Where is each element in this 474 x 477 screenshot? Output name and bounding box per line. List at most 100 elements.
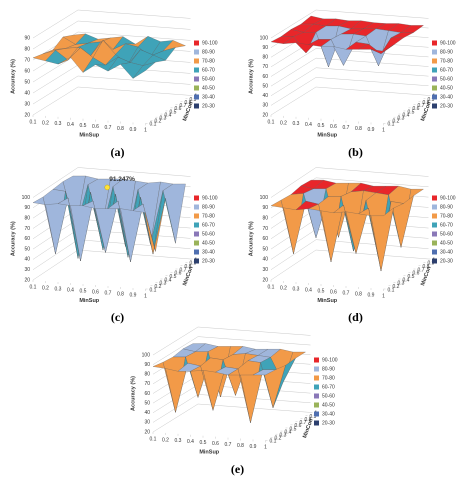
- grid-line: [197, 326, 311, 336]
- depth-tick-label: 0.4: [403, 112, 410, 118]
- legend-label: 90-100: [440, 195, 456, 201]
- x-tick-label: 0.3: [55, 286, 62, 292]
- depth-tick-label: 0.6: [413, 106, 420, 112]
- surface-patch: [370, 44, 394, 54]
- legend-label: 80-90: [440, 49, 453, 55]
- depth-tick-label: 0.6: [413, 271, 420, 277]
- legend-swatch: [314, 375, 319, 381]
- x-tick-label: 0.6: [92, 289, 99, 295]
- legend-label: 60-70: [202, 222, 215, 228]
- legend-swatch: [432, 58, 437, 64]
- y-tick-label: 20: [262, 277, 268, 283]
- legend-label: 60-70: [202, 67, 215, 73]
- legend-swatch: [194, 204, 199, 210]
- x-tick-label: 0.1: [268, 284, 275, 290]
- legend-swatch: [194, 76, 199, 82]
- y-tick-label: 90: [24, 205, 30, 211]
- panel-caption: (d): [348, 310, 363, 324]
- legend-label: 50-60: [440, 76, 453, 82]
- panel-caption: (a): [111, 145, 125, 159]
- legend-label: 70-80: [440, 213, 453, 219]
- grid-line: [77, 249, 191, 260]
- y-tick-label: 40: [262, 93, 268, 99]
- x-tick-label: 0.5: [80, 288, 87, 294]
- depth-tick-label: 0.1: [150, 122, 157, 128]
- x-tick-label: 0.5: [80, 123, 87, 129]
- x-tick-label: 0.2: [280, 120, 287, 126]
- legend-swatch: [314, 402, 319, 408]
- legend-label: 90-100: [202, 195, 218, 201]
- legend-label: 70-80: [322, 375, 335, 381]
- y-tick-label: 70: [24, 226, 30, 232]
- legend-swatch: [432, 94, 437, 100]
- grid-line: [77, 9, 191, 19]
- depth-tick-label: 0.9: [190, 97, 197, 103]
- y-tick-label: 30: [24, 101, 30, 107]
- y-tick-label: 60: [262, 74, 268, 80]
- grid-line: [270, 239, 317, 270]
- grid-line: [32, 64, 79, 94]
- legend-label: 40-50: [440, 85, 453, 91]
- x-tick-label: 0.2: [162, 437, 169, 443]
- x-tick-label: 0.6: [212, 441, 219, 447]
- legend-swatch: [432, 249, 437, 255]
- y-axis-title: Accuracy (%): [130, 376, 136, 411]
- y-tick-label: 60: [24, 68, 30, 74]
- grid-line: [315, 77, 429, 86]
- x-tick-label: 0.9: [130, 292, 137, 298]
- legend-swatch: [432, 213, 437, 219]
- depth-tick-label: 0.8: [305, 417, 312, 423]
- y-tick-label: 20: [262, 112, 268, 118]
- grid-line: [77, 86, 191, 96]
- grid-line: [270, 57, 317, 87]
- y-tick-label: 100: [260, 195, 269, 201]
- annotation: 91.247%: [109, 176, 135, 183]
- grid-line: [32, 86, 79, 116]
- x-tick-label: 0.8: [117, 126, 124, 132]
- legend-swatch: [194, 240, 199, 246]
- depth-tick-label: 0.2: [155, 119, 162, 125]
- legend-label: 20-30: [202, 258, 215, 264]
- legend-swatch: [194, 49, 199, 55]
- legend-label: 30-40: [440, 94, 453, 100]
- panel-caption: (c): [111, 310, 124, 324]
- legend-label: 90-100: [440, 40, 456, 46]
- depth-tick-label: 0.8: [423, 264, 430, 270]
- y-tick-label: 20: [144, 429, 150, 435]
- legend-swatch: [314, 384, 319, 390]
- y-tick-label: 50: [24, 79, 30, 85]
- x-axis-title: MinSup: [317, 133, 337, 139]
- surface-patch: [132, 203, 156, 252]
- grid-line: [315, 167, 429, 177]
- y-axis-title: Accuracy (%): [248, 221, 254, 256]
- legend-label: 30-40: [202, 249, 215, 255]
- legend-label: 90-100: [202, 40, 218, 46]
- grid-line: [32, 249, 79, 281]
- legend-swatch: [194, 85, 199, 91]
- y-tick-label: 30: [262, 103, 268, 109]
- y-tick-label: 80: [144, 372, 150, 378]
- grid-line: [152, 326, 199, 356]
- grid-line: [32, 20, 79, 50]
- grid-line: [270, 48, 317, 77]
- y-tick-label: 30: [24, 267, 30, 273]
- x-tick-label: 0.1: [268, 119, 275, 125]
- y-tick-label: 30: [262, 267, 268, 273]
- x-tick-label: 0.9: [368, 292, 375, 298]
- legend-swatch: [314, 393, 319, 399]
- surface-patch: [240, 369, 264, 423]
- depth-tick-label: 0.3: [160, 116, 167, 122]
- x-tick-label: 0.8: [117, 291, 124, 297]
- panel-caption: (e): [231, 462, 244, 476]
- legend-swatch: [432, 103, 437, 109]
- x-tick-label: 0.7: [225, 442, 232, 448]
- y-tick-label: 50: [262, 83, 268, 89]
- x-tick-label: 0.7: [105, 290, 112, 296]
- x-tick-label: 0.1: [150, 436, 157, 442]
- x-tick-label: 0.2: [42, 285, 49, 291]
- legend-label: 90-100: [322, 357, 338, 363]
- x-tick-label: 1: [382, 128, 385, 134]
